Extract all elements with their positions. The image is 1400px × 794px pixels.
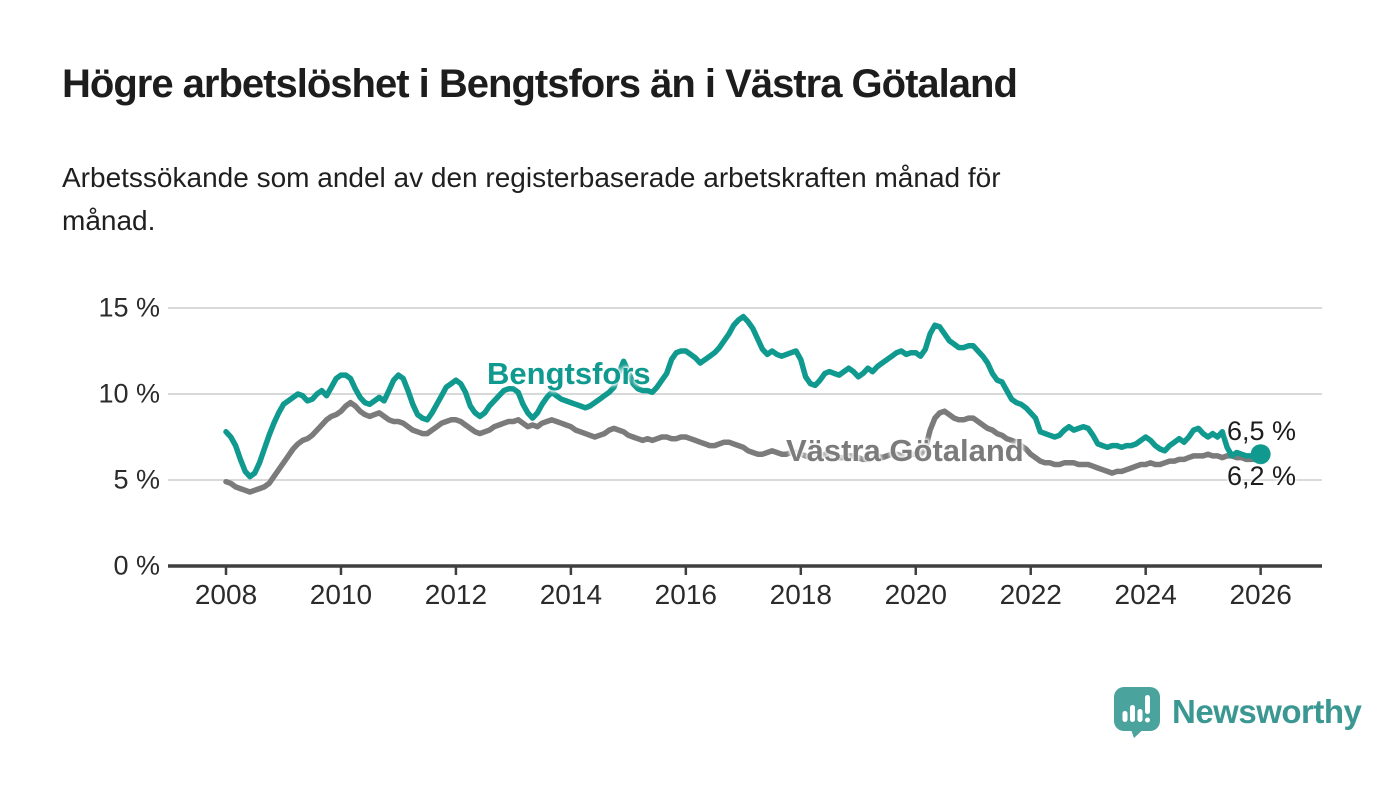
chart-subtitle: Arbetssökande som andel av den registerb… bbox=[62, 156, 1001, 243]
chart-subtitle-line2: månad. bbox=[62, 205, 156, 237]
y-tick-label-15: 15 % bbox=[98, 292, 160, 323]
x-tick-label-2022: 2022 bbox=[999, 579, 1062, 610]
vastra-gotaland-line bbox=[223, 399, 1264, 495]
gridlines bbox=[168, 307, 1322, 481]
chart-subtitle-line1: Arbetssökande som andel av den registerb… bbox=[62, 162, 1001, 193]
series-label-bengtsfors: Bengtsfors bbox=[487, 356, 651, 391]
x-axis bbox=[168, 564, 1322, 575]
y-tick-label-0: 0 % bbox=[113, 550, 160, 581]
end-value-label-vastra-gotaland: 6,2 % bbox=[1227, 461, 1297, 491]
x-tick-label-2012: 2012 bbox=[424, 579, 488, 610]
x-tick-label-2020: 2020 bbox=[884, 579, 947, 610]
y-tick-label-10: 10 % bbox=[98, 378, 160, 409]
x-tick-label-2018: 2018 bbox=[769, 579, 832, 610]
x-tick-label-2008: 2008 bbox=[194, 579, 258, 610]
y-tick-label-5: 5 % bbox=[113, 464, 160, 495]
x-tick-label-2026: 2026 bbox=[1229, 579, 1292, 610]
chart-title: Högre arbetslöshet i Bengtsfors än i Väs… bbox=[62, 62, 1018, 106]
newsworthy-wordmark: Newsworthy bbox=[1172, 693, 1362, 730]
bengtsfors-line bbox=[223, 313, 1264, 480]
x-tick-label-2010: 2010 bbox=[309, 579, 373, 610]
newsworthy-speech-bubble-chart-icon bbox=[1114, 687, 1160, 738]
bengtsfors-end-dot bbox=[1250, 444, 1271, 465]
newsworthy-logo: Newsworthy bbox=[1113, 686, 1362, 738]
end-value-label-bengtsfors: 6,5 % bbox=[1227, 416, 1297, 446]
series-label-vastra-gotaland: Västra Götaland bbox=[786, 433, 1024, 468]
x-tick-label-2024: 2024 bbox=[1114, 579, 1177, 610]
x-tick-label-2016: 2016 bbox=[654, 579, 717, 610]
x-tick-label-2014: 2014 bbox=[539, 579, 603, 610]
